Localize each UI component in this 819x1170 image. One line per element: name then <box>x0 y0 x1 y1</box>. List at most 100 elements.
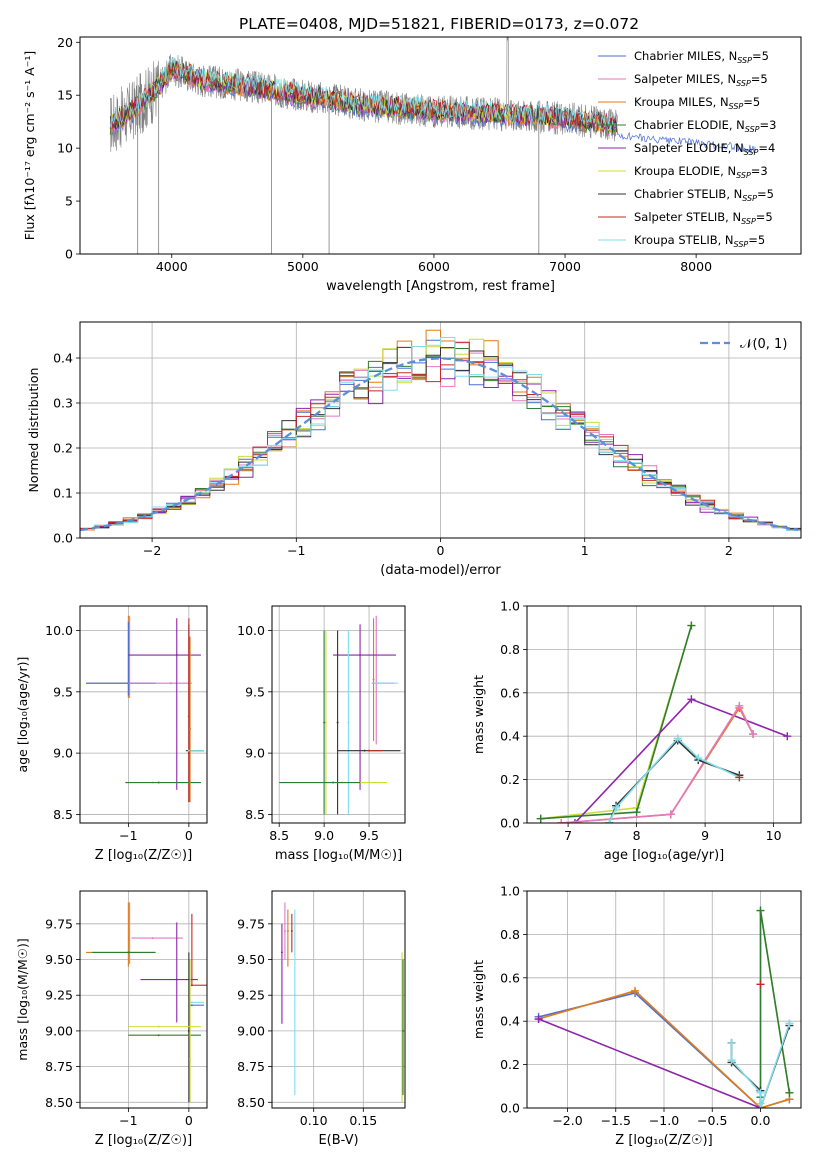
x-tick-label: 9 <box>701 828 709 843</box>
x-tick-label: −1 <box>287 543 305 558</box>
errorbar-point <box>157 1034 160 1037</box>
x-tick-label: 0 <box>185 828 193 843</box>
axes-frame <box>79 605 208 824</box>
normal-curve <box>80 357 799 532</box>
y-tick-label: 0.6 <box>500 970 520 985</box>
weight-marker <box>694 753 703 762</box>
weight-marker <box>557 819 566 823</box>
weight-marker <box>673 734 682 743</box>
y-tick-label: 0.0 <box>500 1101 520 1116</box>
chart-residuals: −2 −1 0 1 2 0.0 0.1 0.2 0.3 0.4 (data-model)/error… <box>26 321 802 578</box>
errorbar-point <box>151 937 154 940</box>
axes-frame <box>271 605 406 824</box>
weight-marker <box>612 803 621 812</box>
errorbar-point <box>175 978 178 981</box>
plot-area <box>86 902 207 1103</box>
weight-marker <box>756 906 765 915</box>
x-axis-label: Z [log₁₀(Z/Z☉)] <box>95 1133 192 1148</box>
errorbar-point <box>368 749 371 752</box>
weight-line <box>759 910 791 1098</box>
plot-area <box>534 906 794 1108</box>
x-tick-label: 0.10 <box>300 1113 328 1128</box>
x-tick-label: 4000 <box>156 259 188 274</box>
y-tick-label: 9.0 <box>53 746 73 761</box>
errorbar-point <box>189 1058 192 1061</box>
y-tick-label: 20 <box>57 35 73 50</box>
chart-weight-vs-age: 7 8 9 10 0.0 0.2 0.4 0.6 0.8 1.0 age [log₁₀(age/yr… <box>471 599 802 863</box>
legend-label: Kroupa MILES, NSSP=5 <box>634 95 760 111</box>
x-tick-label: 5000 <box>287 259 319 274</box>
y-tick-label: 0.2 <box>500 1057 520 1072</box>
x-tick-label: 10 <box>766 828 782 843</box>
weight-marker <box>756 1088 765 1097</box>
weight-marker <box>783 732 792 741</box>
y-tick-label: 0.0 <box>500 816 520 831</box>
x-tick-label: −1 <box>119 828 137 843</box>
y-tick-label: 15 <box>57 88 73 103</box>
x-tick-label: −1.5 <box>601 1113 631 1128</box>
plot-area <box>109 37 756 254</box>
residual-histogram <box>80 346 801 530</box>
errorbar-point <box>324 721 327 724</box>
legend-label: Chabrier ELODIE, NSSP=3 <box>634 118 776 134</box>
weight-marker <box>687 621 696 630</box>
weight-marker <box>735 773 744 782</box>
x-tick-label: −1 <box>119 1113 137 1128</box>
weight-marker <box>632 808 641 817</box>
y-tick-label: 0.4 <box>500 1014 520 1029</box>
plot-area <box>536 621 792 823</box>
weight-marker <box>666 810 675 819</box>
y-tick-label: 9.75 <box>45 916 73 931</box>
y-axis-label: mass [log₁₀(M/M☉)] <box>15 938 30 1060</box>
axes-frame <box>79 321 802 539</box>
y-tick-label: 9.00 <box>45 1023 73 1038</box>
errorbar-point <box>323 721 326 724</box>
model-spectrum-line <box>109 60 618 131</box>
errorbar-point <box>190 1004 193 1007</box>
errorbar-point <box>293 994 296 997</box>
errorbar-point <box>283 929 286 932</box>
y-tick-label: 8.50 <box>237 1095 265 1110</box>
y-tick-label: 10 <box>57 141 73 156</box>
y-tick-label: 8.5 <box>245 807 265 822</box>
errorbar-point <box>169 682 172 685</box>
figure-title: PLATE=0408, MJD=51821, FIBERID=0173, z=0… <box>239 15 639 33</box>
errorbar-point <box>347 721 350 724</box>
weight-line <box>561 704 754 823</box>
y-tick-label: 9.0 <box>245 746 265 761</box>
legend-label: Salpeter STELIB, NSSP=5 <box>634 210 773 226</box>
chart-mass-vs-z: −1 0 8.50 8.75 9.00 9.25 9.50 9.75 Z [log₁₀(Z/Z☉… <box>15 890 208 1148</box>
x-tick-label: −0.5 <box>697 1113 727 1128</box>
y-tick-label: 0.1 <box>53 486 73 501</box>
y-tick-label: 8.5 <box>53 807 73 822</box>
errorbar-point <box>189 727 192 730</box>
legend-label: Chabrier STELIB, NSSP=5 <box>634 187 774 203</box>
x-tick-label: 7 <box>564 828 572 843</box>
errorbar-point <box>175 654 178 657</box>
y-tick-label: 8.75 <box>237 1059 265 1074</box>
errorbar-point <box>127 951 130 954</box>
x-tick-label: 0.15 <box>349 1113 377 1128</box>
y-tick-label: 1.0 <box>500 884 520 899</box>
chart-weight-vs-z: −2.0 −1.5 −1.0 −0.5 0.0 0.0 0.2 0.4 0.6 0.8 1.0 Z [… <box>471 884 802 1148</box>
x-axis-label: age [log₁₀(age/yr)] <box>604 848 725 863</box>
chart-spectrum: 4000 5000 6000 7000 8000 0 5 10 15 20 wavelength [… <box>22 35 802 294</box>
y-tick-label: 0.4 <box>53 351 73 366</box>
y-tick-label: 9.00 <box>237 1023 265 1038</box>
plot-area <box>280 902 405 1103</box>
errorbar-point <box>187 715 190 718</box>
legend-label: 𝒩(0, 1) <box>740 337 787 352</box>
x-tick-label: 8.5 <box>269 828 289 843</box>
chart-mass-vs-ebv: 0.10 0.15 8.50 8.75 9.00 9.25 9.50 9.75 E(B-V) <box>237 890 406 1148</box>
x-axis-label: E(B-V) <box>318 1133 358 1148</box>
errorbar-point <box>286 929 289 932</box>
weight-marker <box>749 730 758 739</box>
legend: 𝒩(0, 1) <box>700 337 787 352</box>
y-axis-label: mass weight <box>471 675 486 754</box>
weight-marker <box>735 701 744 710</box>
y-tick-label: 0.8 <box>500 642 520 657</box>
errorbar-point <box>359 654 362 657</box>
y-axis-label: Flux [fλ10⁻¹⁷ erg cm⁻² s⁻¹ A⁻¹] <box>22 51 37 240</box>
weight-marker <box>785 1019 794 1028</box>
